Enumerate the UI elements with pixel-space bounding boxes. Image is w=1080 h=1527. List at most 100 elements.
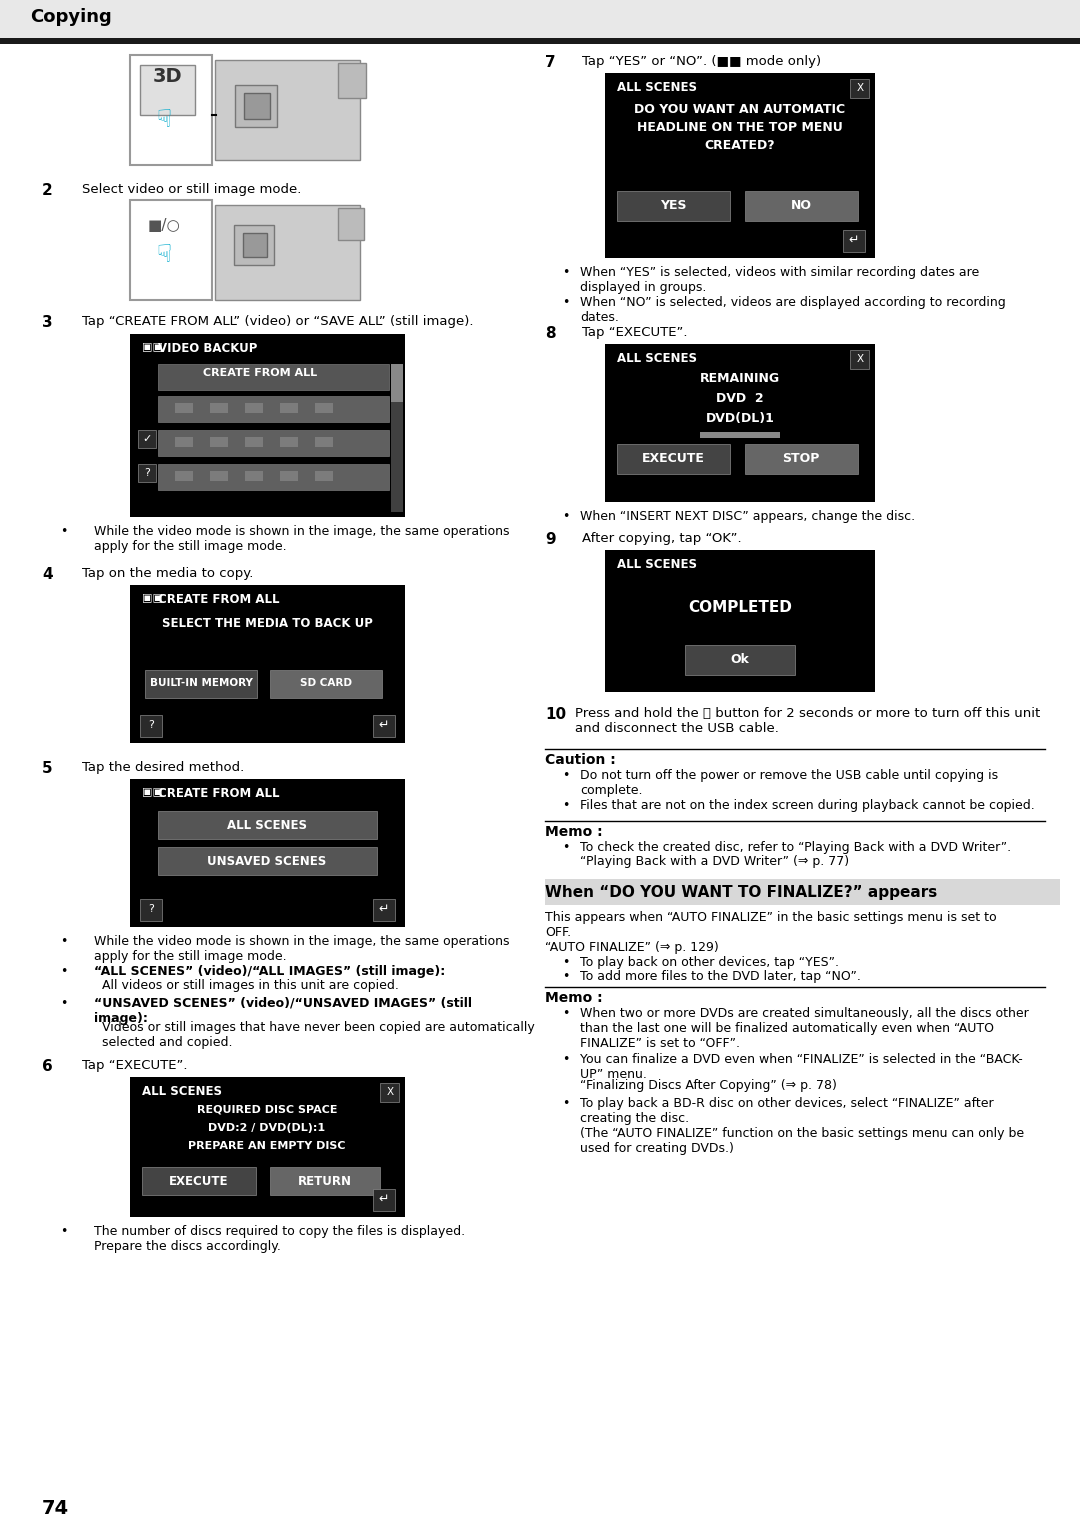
- Text: Files that are not on the index screen during playback cannot be copied.: Files that are not on the index screen d…: [580, 799, 1035, 812]
- Bar: [130, 1077, 405, 1217]
- Bar: [391, 363, 403, 402]
- Text: •: •: [562, 770, 569, 782]
- Bar: [373, 1190, 395, 1211]
- Text: COMPLETED: COMPLETED: [688, 600, 792, 615]
- Text: EXECUTE: EXECUTE: [642, 452, 704, 466]
- Bar: [141, 1167, 256, 1196]
- Bar: [130, 779, 405, 927]
- Text: ALL SCENES: ALL SCENES: [617, 81, 697, 95]
- Text: ALL SCENES: ALL SCENES: [141, 1086, 222, 1098]
- Bar: [158, 847, 377, 875]
- Text: After copying, tap “OK”.: After copying, tap “OK”.: [582, 531, 742, 545]
- Text: Memo :: Memo :: [545, 991, 603, 1005]
- Text: STOP: STOP: [782, 452, 820, 466]
- Bar: [245, 437, 264, 447]
- Text: “ALL SCENES” (video)/“ALL IMAGES” (still image):: “ALL SCENES” (video)/“ALL IMAGES” (still…: [94, 965, 445, 977]
- Bar: [0, 0, 1080, 38]
- Text: When “DO YOU WANT TO FINALIZE?” appears: When “DO YOU WANT TO FINALIZE?” appears: [545, 886, 937, 899]
- Text: DVD  2: DVD 2: [716, 392, 764, 405]
- Text: NO: NO: [791, 199, 811, 212]
- Bar: [145, 670, 257, 698]
- Text: ↵: ↵: [379, 1193, 389, 1206]
- Bar: [245, 470, 264, 481]
- Text: Tap “YES” or “NO”. (■■ mode only): Tap “YES” or “NO”. (■■ mode only): [582, 55, 821, 69]
- Bar: [685, 644, 795, 675]
- Text: To add more files to the DVD later, tap “NO”.: To add more files to the DVD later, tap …: [580, 970, 861, 983]
- Text: Memo :: Memo :: [545, 825, 603, 838]
- Bar: [745, 191, 858, 221]
- Text: ↵: ↵: [849, 234, 860, 247]
- Text: Tap “EXECUTE”.: Tap “EXECUTE”.: [82, 1060, 188, 1072]
- Bar: [130, 55, 212, 165]
- Text: •: •: [562, 799, 569, 812]
- Text: 9: 9: [545, 531, 555, 547]
- Text: X: X: [856, 82, 864, 93]
- Text: CREATE FROM ALL: CREATE FROM ALL: [158, 592, 280, 606]
- Text: •: •: [562, 1006, 569, 1020]
- Text: “UNSAVED SCENES” (video)/“UNSAVED IMAGES” (still
image):: “UNSAVED SCENES” (video)/“UNSAVED IMAGES…: [94, 997, 472, 1025]
- Bar: [210, 437, 228, 447]
- Text: •: •: [562, 266, 569, 279]
- Bar: [280, 470, 298, 481]
- Text: Select video or still image mode.: Select video or still image mode.: [82, 183, 301, 195]
- Text: ?: ?: [144, 467, 150, 478]
- Text: “AUTO FINALIZE” (⇒ p. 129): “AUTO FINALIZE” (⇒ p. 129): [545, 941, 719, 954]
- Text: While the video mode is shown in the image, the same operations
apply for the st: While the video mode is shown in the ima…: [94, 935, 510, 964]
- Text: •: •: [562, 296, 569, 308]
- Text: SELECT THE MEDIA TO BACK UP: SELECT THE MEDIA TO BACK UP: [162, 617, 373, 631]
- Text: Tap on the media to copy.: Tap on the media to copy.: [82, 567, 254, 580]
- Bar: [234, 224, 274, 266]
- Bar: [391, 363, 403, 512]
- Text: REMAINING: REMAINING: [700, 373, 780, 385]
- Text: “Playing Back with a DVD Writer” (⇒ p. 77): “Playing Back with a DVD Writer” (⇒ p. 7…: [580, 855, 849, 867]
- Bar: [338, 63, 366, 98]
- Bar: [245, 403, 264, 412]
- Bar: [545, 880, 1059, 906]
- Text: ▣▣: ▣▣: [141, 786, 163, 797]
- Text: SD CARD: SD CARD: [300, 678, 352, 689]
- Text: 5: 5: [42, 760, 53, 776]
- Text: DVD(DL)1: DVD(DL)1: [705, 412, 774, 425]
- Text: 2: 2: [42, 183, 53, 199]
- Text: To play back on other devices, tap “YES”.: To play back on other devices, tap “YES”…: [580, 956, 839, 970]
- Text: ALL SCENES: ALL SCENES: [227, 818, 307, 832]
- Bar: [210, 403, 228, 412]
- Bar: [373, 715, 395, 738]
- Text: 3D: 3D: [152, 67, 181, 86]
- Text: •: •: [60, 1225, 67, 1238]
- Bar: [850, 350, 869, 370]
- Text: ▣▣: ▣▣: [141, 342, 163, 353]
- Text: When two or more DVDs are created simultaneously, all the discs other
than the l: When two or more DVDs are created simult…: [580, 1006, 1029, 1051]
- Text: •: •: [60, 997, 67, 1009]
- Text: Do not turn off the power or remove the USB cable until copying is
complete.: Do not turn off the power or remove the …: [580, 770, 998, 797]
- Bar: [617, 191, 730, 221]
- Bar: [270, 670, 382, 698]
- Text: ☟: ☟: [157, 108, 172, 131]
- Text: When “YES” is selected, videos with similar recording dates are
displayed in gro: When “YES” is selected, videos with simi…: [580, 266, 980, 295]
- Text: Videos or still images that have never been copied are automatically
selected an: Videos or still images that have never b…: [102, 1022, 535, 1049]
- Text: DVD:2 / DVD(DL):1: DVD:2 / DVD(DL):1: [208, 1122, 325, 1133]
- Text: 4: 4: [42, 567, 53, 582]
- Bar: [617, 444, 730, 473]
- Text: •: •: [60, 935, 67, 948]
- Text: RETURN: RETURN: [298, 1174, 352, 1188]
- Bar: [270, 1167, 380, 1196]
- Text: 10: 10: [545, 707, 566, 722]
- Text: DO YOU WANT AN AUTOMATIC
HEADLINE ON THE TOP MENU
CREATED?: DO YOU WANT AN AUTOMATIC HEADLINE ON THE…: [634, 102, 846, 153]
- Bar: [158, 431, 389, 457]
- Bar: [280, 403, 298, 412]
- Text: To check the created disc, refer to “Playing Back with a DVD Writer”.: To check the created disc, refer to “Pla…: [580, 841, 1011, 854]
- Text: ?: ?: [148, 904, 154, 915]
- Bar: [175, 437, 193, 447]
- Text: To play back a BD-R disc on other devices, select “FINALIZE” after
creating the : To play back a BD-R disc on other device…: [580, 1096, 1024, 1154]
- Text: You can finalize a DVD even when “FINALIZE” is selected in the “BACK-
UP” menu.: You can finalize a DVD even when “FINALI…: [580, 1054, 1023, 1081]
- Text: X: X: [856, 354, 864, 363]
- Text: 6: 6: [42, 1060, 53, 1073]
- Bar: [140, 899, 162, 921]
- Text: ☟: ☟: [157, 243, 172, 267]
- Bar: [605, 344, 875, 502]
- Text: REQUIRED DISC SPACE: REQUIRED DISC SPACE: [197, 1106, 337, 1115]
- Text: CREATE FROM ALL: CREATE FROM ALL: [158, 786, 280, 800]
- Text: UNSAVED SCENES: UNSAVED SCENES: [207, 855, 326, 867]
- Text: •: •: [562, 970, 569, 983]
